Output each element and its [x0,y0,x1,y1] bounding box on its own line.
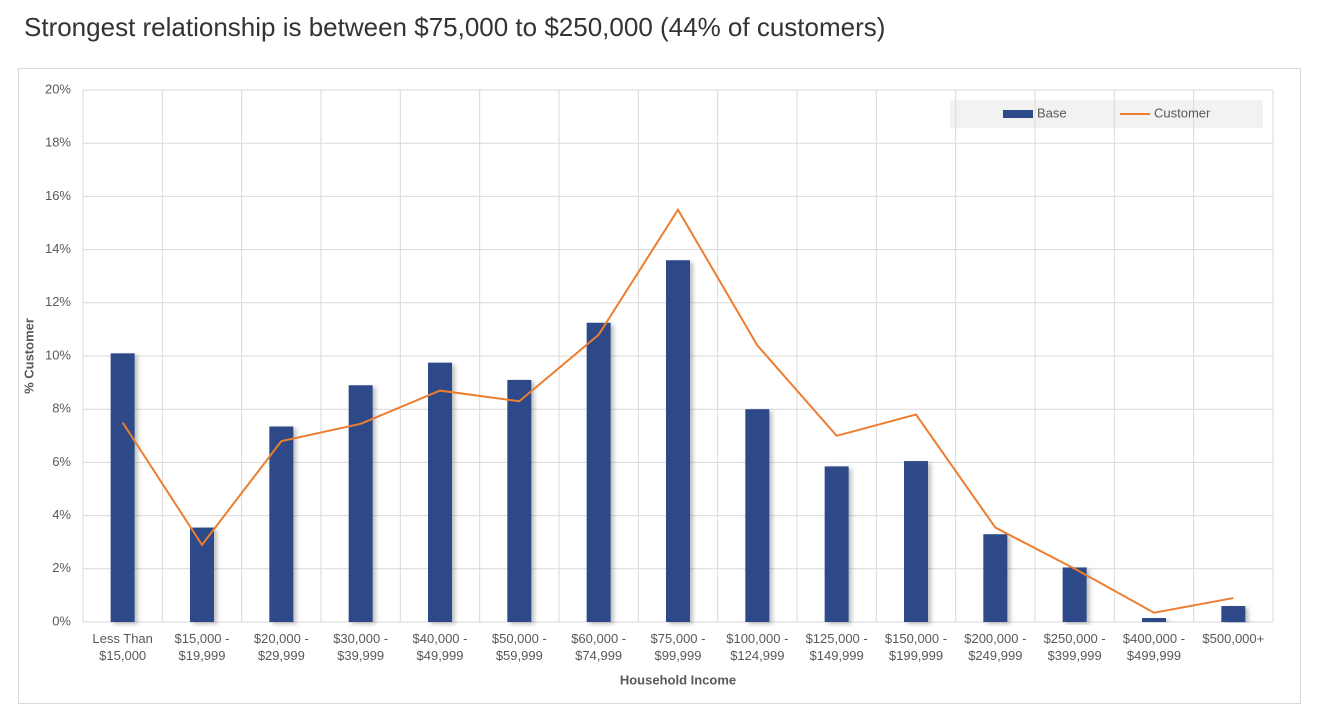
y-tick-label: 18% [45,135,71,150]
x-tick-label: $150,000 - $199,999 [884,631,948,663]
y-tick-label: 0% [52,613,71,628]
legend-swatch [1003,110,1033,118]
x-tick-label: $125,000 - $149,999 [805,631,868,663]
bar [983,534,1008,622]
bar [507,379,532,622]
x-tick-label: $30,000 - $39,999 [333,631,389,663]
y-tick-label: 6% [52,454,71,469]
bar [904,461,928,622]
x-tick-label: $400,000 - $499,999 [1122,631,1186,663]
legend-box [950,100,1263,128]
x-tick-label: $40,000 - $49,999 [412,631,468,663]
y-tick-label: 4% [52,507,71,522]
y-tick-label: 2% [52,560,71,575]
x-tick-label: $100,000 - $124,999 [726,631,789,663]
x-tick-label: $50,000 - $59,999 [491,631,547,663]
y-axis-title: % Customer [21,318,36,394]
bar [1062,567,1087,622]
x-axis-title: Household Income [620,672,736,687]
bar [824,466,849,622]
x-tick-label: $250,000 - $399,999 [1043,631,1106,663]
x-tick-label: $15,000 - $19,999 [174,631,230,663]
y-tick-label: 16% [45,188,71,203]
bar [190,527,214,622]
bar [269,426,294,622]
y-tick-label: 10% [45,347,71,362]
bar [666,260,690,622]
x-tick-label: $75,000 - $99,999 [650,631,706,663]
x-tick-label: Less Than $15,000 [92,631,153,663]
bar [586,322,611,622]
y-tick-label: 8% [52,401,71,416]
y-tick-label: 20% [45,81,71,96]
legend-label: Customer [1154,105,1211,120]
chart-title: Strongest relationship is between $75,00… [24,12,886,42]
bar [110,353,135,622]
legend-label: Base [1037,105,1067,120]
x-tick-label: $500,000+ [1202,631,1265,646]
x-tick-label: $200,000 - $249,999 [964,631,1027,663]
x-tick-label: $20,000 - $29,999 [253,631,309,663]
bar [1221,606,1246,622]
bar [1142,618,1166,622]
y-tick-label: 14% [45,241,71,256]
bar [428,362,452,622]
line [121,207,1234,614]
bar [745,409,770,622]
x-tick-label: $60,000 - $74,999 [571,631,627,663]
y-tick-label: 12% [45,294,71,309]
chart-frame [18,68,1301,704]
